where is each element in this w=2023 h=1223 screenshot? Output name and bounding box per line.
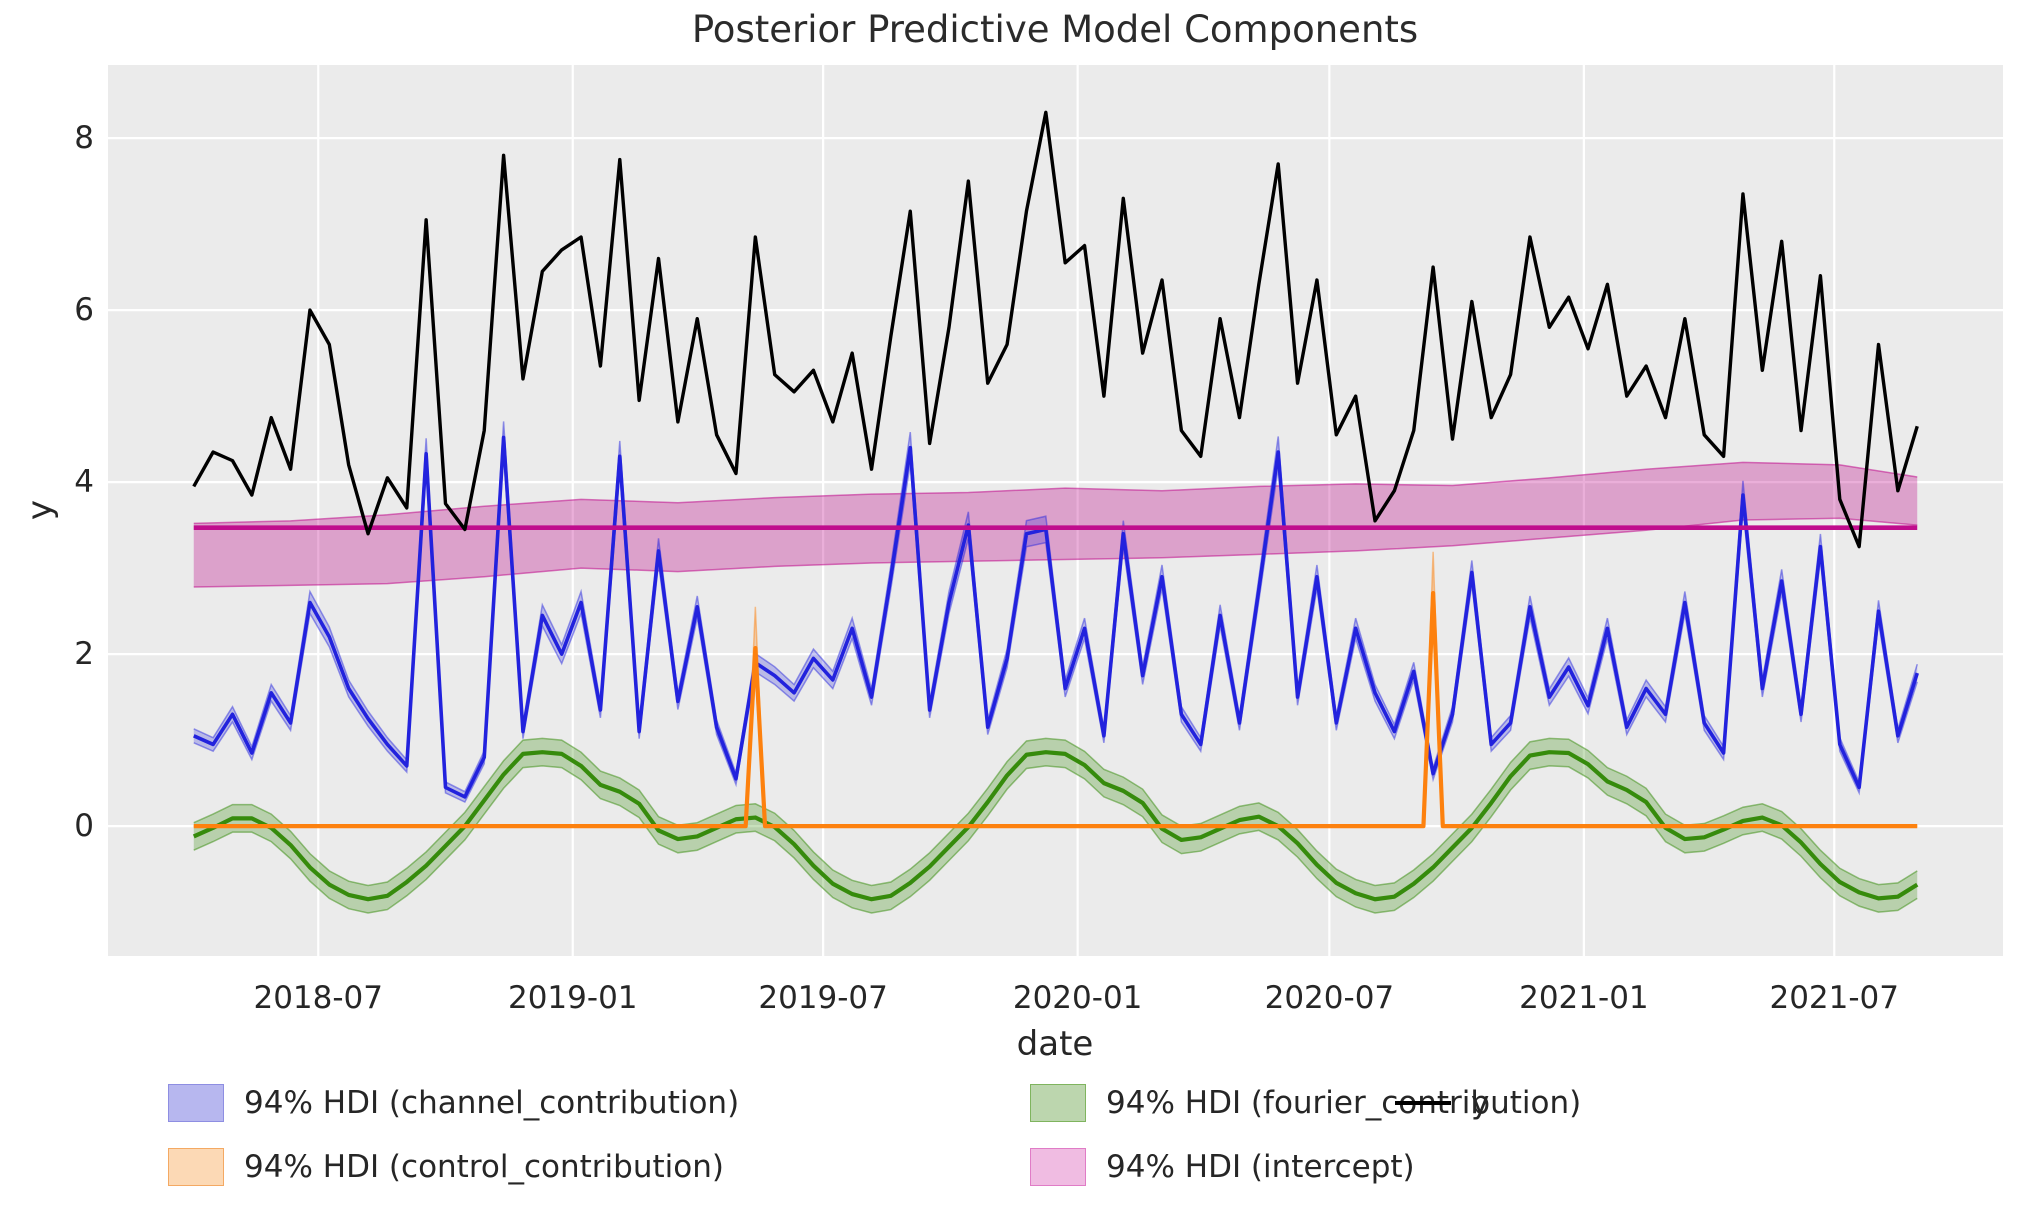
control-contribution-line <box>193 590 1918 829</box>
fourier-hdi-upper-edge <box>193 737 1918 887</box>
x-tick-label: 2019-01 <box>507 980 638 1016</box>
channel-hdi-swatch-icon <box>168 1084 224 1122</box>
legend-label: y <box>1471 1085 1490 1121</box>
x-tick-label: 2019-07 <box>758 980 888 1016</box>
x-tick-label: 2020-01 <box>1012 980 1143 1016</box>
channel-contribution-line <box>193 435 1919 799</box>
y-line <box>192 110 1919 549</box>
legend-item-channel: 94% HDI (channel_contribution) <box>168 1083 739 1123</box>
y-tick-label: 8 <box>74 120 94 157</box>
legend-label: 94% HDI (intercept) <box>1106 1149 1415 1185</box>
intercept-hdi-band <box>193 462 1918 588</box>
y-tick-label: 6 <box>74 292 94 329</box>
y-tick-label: 0 <box>74 808 94 845</box>
legend-item-intercept: 94% HDI (intercept) <box>1030 1147 1415 1187</box>
legend-label: 94% HDI (fourier_contribution) <box>1106 1085 1582 1121</box>
fourier-hdi-swatch-icon <box>1030 1084 1086 1122</box>
y-tick-label: 2 <box>74 636 94 673</box>
x-tick-label: 2020-07 <box>1264 980 1395 1016</box>
legend-item-fourier: 94% HDI (fourier_contribution) <box>1030 1083 1581 1123</box>
legend-label: 94% HDI (channel_contribution) <box>244 1085 740 1121</box>
y-tick-label: 4 <box>74 464 94 501</box>
intercept-hdi-lower-edge <box>193 517 1918 588</box>
y-axis-label: y <box>20 499 60 521</box>
legend-label: 94% HDI (control_contribution) <box>244 1149 724 1185</box>
legend-item-y: y <box>1395 1083 1489 1123</box>
x-axis-label: date <box>1016 1024 1094 1064</box>
x-tick-label: 2021-07 <box>1769 980 1899 1016</box>
fourier-hdi-band <box>193 738 1918 913</box>
fourier-hdi-lower-edge <box>193 765 1918 914</box>
intercept-hdi-swatch-icon <box>1030 1148 1086 1186</box>
fourier-contribution-line <box>192 750 1919 902</box>
legend-item-control: 94% HDI (control_contribution) <box>168 1147 724 1187</box>
x-tick-label: 2021-01 <box>1519 980 1649 1016</box>
control-hdi-swatch-icon <box>168 1148 224 1186</box>
intercept-hdi-upper-edge <box>193 461 1918 525</box>
y-line-swatch-icon <box>1395 1101 1451 1105</box>
x-tick-label: 2018-07 <box>253 980 383 1016</box>
chart-title: Posterior Predictive Model Components <box>691 8 1419 51</box>
